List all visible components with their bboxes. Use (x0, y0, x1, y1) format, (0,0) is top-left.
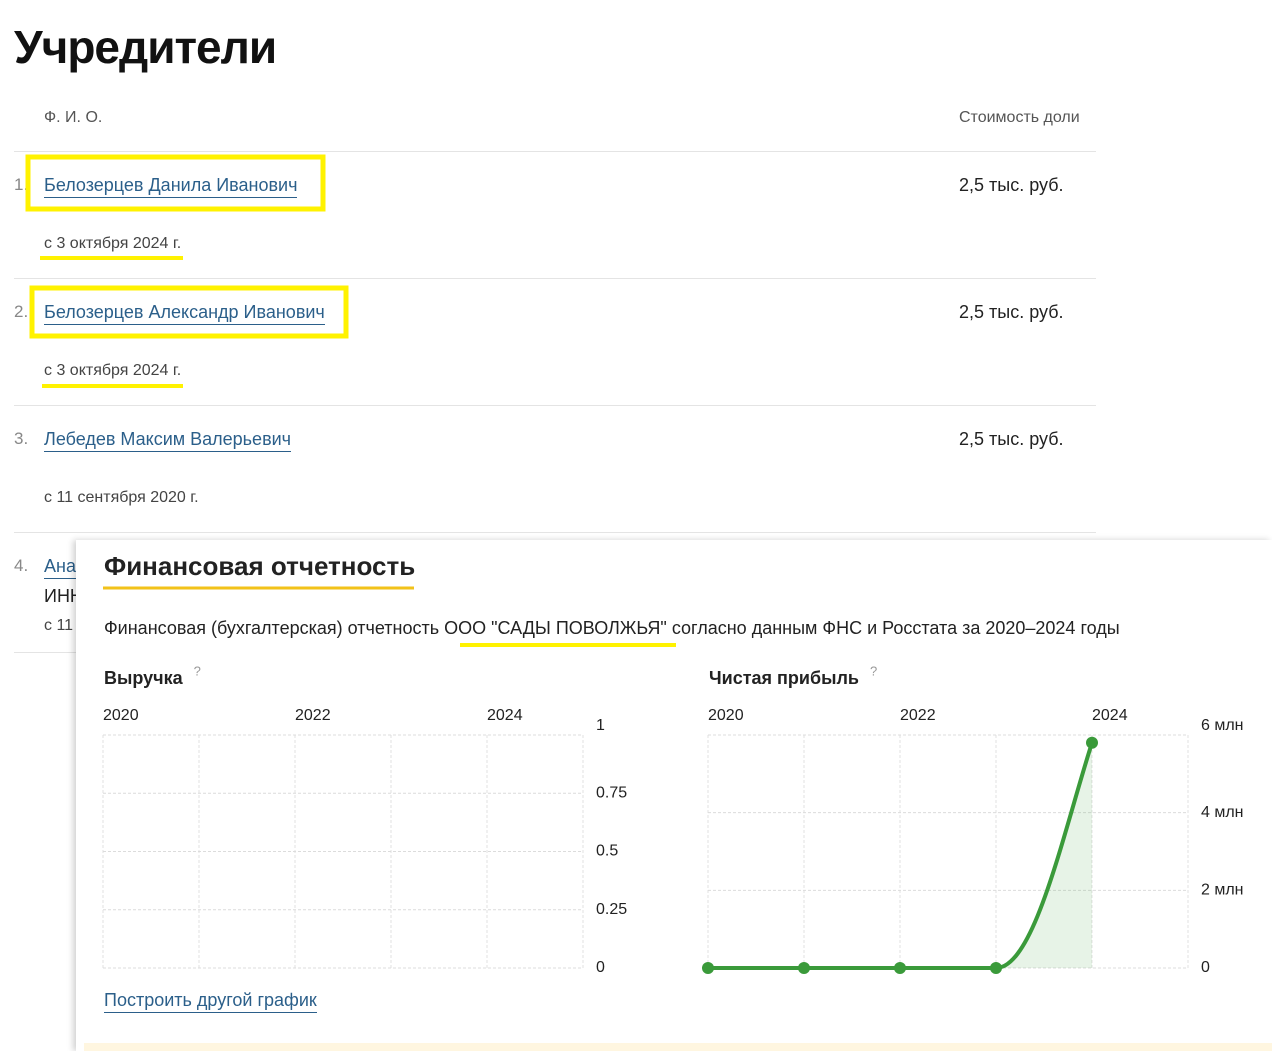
area (708, 742, 1092, 968)
y-tick-label: 0.25 (596, 901, 627, 918)
point (894, 962, 906, 974)
line (707, 742, 1094, 971)
page-title: Учредители (14, 21, 277, 73)
share-value: 2,5 тыс. руб. (959, 302, 1064, 322)
row-separator (14, 151, 1096, 152)
share-value: 2,5 тыс. руб. (959, 175, 1064, 195)
row-index: 4. (14, 556, 29, 575)
y-tick-label: 0.75 (596, 784, 627, 801)
company-name: ООО "САДЫ ПОВОЛЖЬЯ" (444, 618, 667, 638)
finance-panel (76, 540, 1272, 1051)
inn-label: ИНН (44, 586, 83, 606)
highlight-box (29, 285, 349, 339)
row-separator (14, 405, 1096, 406)
point (1086, 736, 1098, 749)
row-separator (14, 532, 1096, 533)
text: Финансовая (бухгалтерская) отчетность (104, 618, 440, 638)
panel-footer (84, 1043, 1272, 1051)
y-tick-label: 0 (1201, 959, 1210, 976)
founder-link[interactable]: Белозерцев Данила Иванович (44, 173, 298, 198)
row-separator (14, 278, 1096, 279)
y-tick-label: 2 млн (1201, 882, 1244, 899)
x-tick-label: 2024 (487, 707, 523, 724)
y-tick-label: 0 (596, 959, 605, 976)
section-title: Финансовая отчетность (104, 551, 416, 581)
y-tick-label: 0.5 (596, 843, 618, 860)
column-header: Стоимость доли (959, 109, 1080, 126)
row-index: 1. (14, 175, 29, 194)
point (990, 962, 1002, 974)
since-date: с 3 октября 2024 г. (44, 235, 182, 252)
x-tick-label: 2020 (708, 707, 744, 724)
chart-title: Выручка (104, 668, 184, 688)
since-date: с 11 (44, 617, 74, 634)
x-tick-label: 2022 (900, 707, 936, 724)
x-tick-label: 2020 (103, 707, 139, 724)
founder-link[interactable]: Лебедев Максим Валерьевич (44, 427, 292, 452)
column-header: Ф. И. О. (44, 109, 103, 126)
row-index: 2. (14, 302, 29, 321)
y-tick-label: 4 млн (1201, 804, 1244, 821)
y-tick-label: 6 млн (1201, 717, 1244, 734)
since-date: с 3 октября 2024 г. (44, 362, 182, 379)
help-icon: ? (194, 663, 201, 678)
founder-link[interactable]: Ана (44, 554, 76, 579)
chart-link[interactable]: Построить другой график (104, 988, 317, 1013)
point (702, 962, 714, 974)
text: согласно данным ФНС и Росстата за 2020–2… (671, 618, 1120, 638)
founder-link[interactable]: Белозерцев Александр Иванович (44, 300, 325, 325)
x-tick-label: 2024 (1092, 707, 1128, 724)
y-tick-label: 1 (596, 717, 605, 734)
row-index: 3. (14, 429, 29, 448)
chart-title: Чистая прибыль (709, 668, 859, 688)
point (798, 962, 810, 974)
description: Финансовая (бухгалтерская) отчетность ОО… (104, 616, 1120, 640)
since-date: с 11 сентября 2020 г. (44, 489, 199, 506)
highlight-box (25, 154, 326, 212)
x-tick-label: 2022 (295, 707, 331, 724)
share-value: 2,5 тыс. руб. (959, 429, 1064, 449)
help-icon: ? (870, 663, 877, 678)
